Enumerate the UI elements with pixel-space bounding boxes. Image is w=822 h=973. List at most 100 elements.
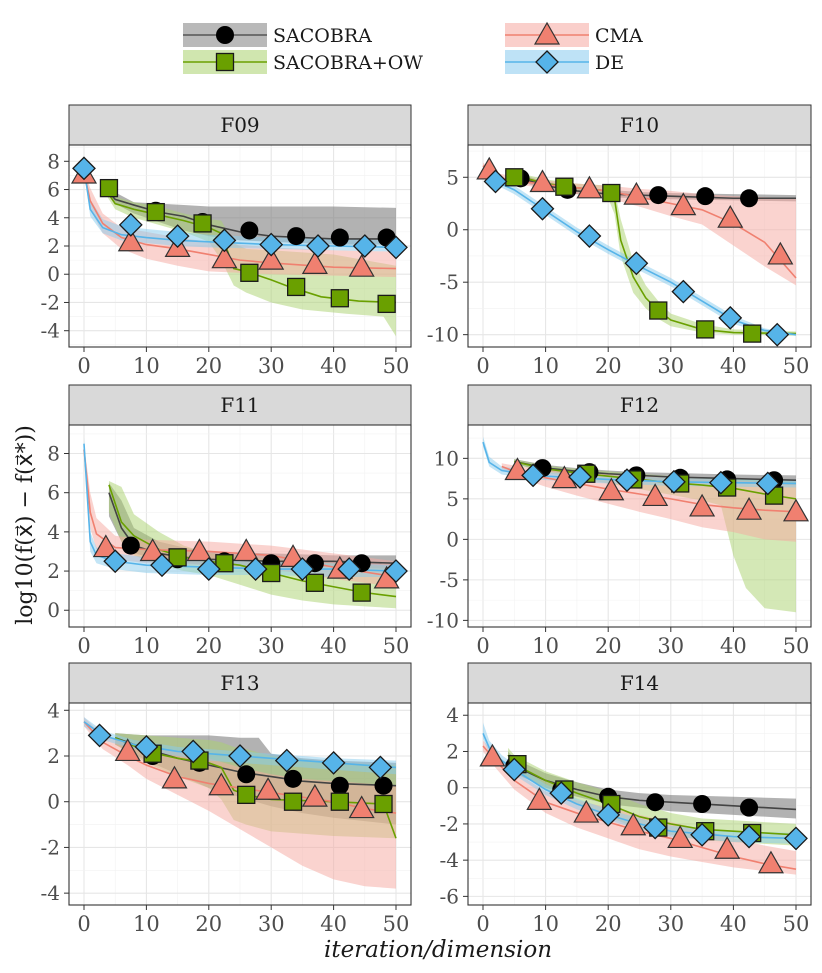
marker-sacobra	[374, 776, 393, 795]
marker-de	[290, 557, 315, 582]
legend: SACOBRA SACOBRA+OW CMA DE	[183, 21, 643, 74]
x-tick-label: 30	[657, 912, 684, 936]
x-tick-label: 20	[195, 354, 222, 378]
plot-area	[479, 722, 808, 875]
legend-marker-sacobra	[216, 26, 234, 44]
marker-cma	[186, 538, 213, 562]
y-tick-label: -2	[41, 290, 60, 314]
marker-de	[368, 755, 393, 780]
marker-cma	[161, 765, 188, 789]
marker-cma	[717, 204, 744, 228]
marker-sacobra-ow	[505, 168, 524, 187]
panel-border	[68, 424, 412, 628]
marker-de	[243, 557, 268, 582]
y-tick-label: 8	[47, 442, 60, 466]
x-tick-label: 10	[133, 634, 160, 658]
axis-ticks: 0 10 20 30 40 50 -4 -2 0 2 4 6 8	[41, 149, 410, 378]
band-sacobra-ow	[508, 747, 796, 846]
y-tick-label: -10	[427, 608, 459, 632]
marker-cma	[598, 477, 625, 501]
plot-area	[70, 156, 408, 337]
marker-sacobra-ow	[283, 792, 303, 811]
band-de	[483, 722, 796, 844]
marker-cma	[667, 825, 694, 849]
x-tick-label: 0	[77, 912, 90, 936]
marker-de	[718, 305, 743, 330]
legend-key-sacobra	[183, 23, 267, 47]
x-tick-label: 40	[720, 912, 747, 936]
x-tick-label: 20	[195, 634, 222, 658]
marker-de	[577, 224, 602, 248]
marker-de	[521, 463, 545, 488]
marker-de	[568, 465, 592, 489]
marker-de	[643, 815, 668, 840]
line-de	[83, 168, 397, 249]
y-tick-label: 4	[47, 698, 60, 722]
marker-sacobra-ow	[146, 202, 165, 222]
marker-de	[274, 748, 299, 773]
panel-f13: F13 0 10 20 30 40 50 -4 -2 0 2 4	[41, 662, 412, 936]
line-sacobra-ow	[102, 184, 397, 304]
legend-key-sacobra-ow	[183, 50, 267, 74]
marker-sacobra	[696, 187, 715, 206]
y-tick-label: 0	[47, 262, 60, 286]
y-tick-label: 5	[446, 487, 459, 511]
marker-de	[212, 228, 237, 253]
marker-de	[384, 559, 408, 583]
y-tick-label: 0	[446, 527, 459, 551]
y-axis-title: log10(f(x⃗) − f(x⃗*))	[13, 425, 38, 625]
x-tick-label: 50	[383, 912, 410, 936]
marker-de	[596, 802, 621, 827]
panel-border	[467, 702, 812, 906]
legend-marker-sacobra-ow	[215, 52, 235, 72]
marker-de	[624, 251, 649, 276]
line-sacobra-ow	[507, 754, 797, 836]
panel-border	[467, 144, 812, 348]
y-tick-label: -2	[440, 812, 459, 836]
axis-ticks: 0 10 20 30 40 50 -4 -2 0 2 4	[41, 698, 410, 936]
axis-ticks: 0 10 20 30 40 50 -6 -4 -2 0 2 4	[440, 703, 810, 936]
marker-cma	[348, 795, 375, 819]
x-tick-label: 30	[258, 634, 285, 658]
marker-de	[755, 471, 780, 496]
marker-de	[165, 224, 190, 249]
marker-sacobra	[646, 793, 665, 812]
legend-entry-cma: CMA	[505, 21, 643, 47]
plot-area	[482, 436, 810, 613]
marker-de	[352, 234, 377, 258]
marker-de	[181, 739, 206, 764]
facet-title: F10	[620, 113, 659, 137]
marker-cma	[208, 772, 235, 796]
marker-de	[708, 470, 733, 495]
marker-cma	[670, 192, 697, 216]
marker-sacobra-ow	[193, 214, 212, 233]
x-tick-label: 40	[320, 912, 347, 936]
x-tick-label: 10	[133, 912, 160, 936]
marker-cma	[526, 787, 553, 810]
marker-de	[259, 232, 284, 257]
facet-title: F14	[620, 671, 659, 695]
marker-cma	[92, 534, 119, 558]
x-tick-label: 0	[77, 354, 90, 378]
marker-cma	[258, 246, 285, 270]
marker-cma	[782, 498, 810, 522]
x-tick-label: 0	[77, 634, 90, 658]
y-tick-label: 8	[47, 149, 60, 173]
marker-sacobra	[330, 228, 349, 247]
marker-cma	[211, 245, 238, 269]
y-tick-label: 2	[47, 234, 60, 258]
axis-ticks: 0 10 20 30 40 50 -10 -5 0 5 10	[427, 446, 810, 658]
marker-cma	[573, 799, 600, 823]
x-tick-label: 40	[720, 634, 747, 658]
band-de	[84, 717, 396, 775]
marker-de	[321, 750, 346, 775]
marker-de	[134, 734, 159, 759]
marker-cma	[114, 738, 141, 762]
x-tick-label: 50	[383, 634, 410, 658]
marker-de	[784, 826, 808, 851]
facet-strip	[467, 104, 812, 146]
marker-sacobra-ow	[696, 320, 715, 339]
y-tick-label: -4	[41, 881, 60, 905]
marker-sacobra-ow	[215, 554, 234, 573]
